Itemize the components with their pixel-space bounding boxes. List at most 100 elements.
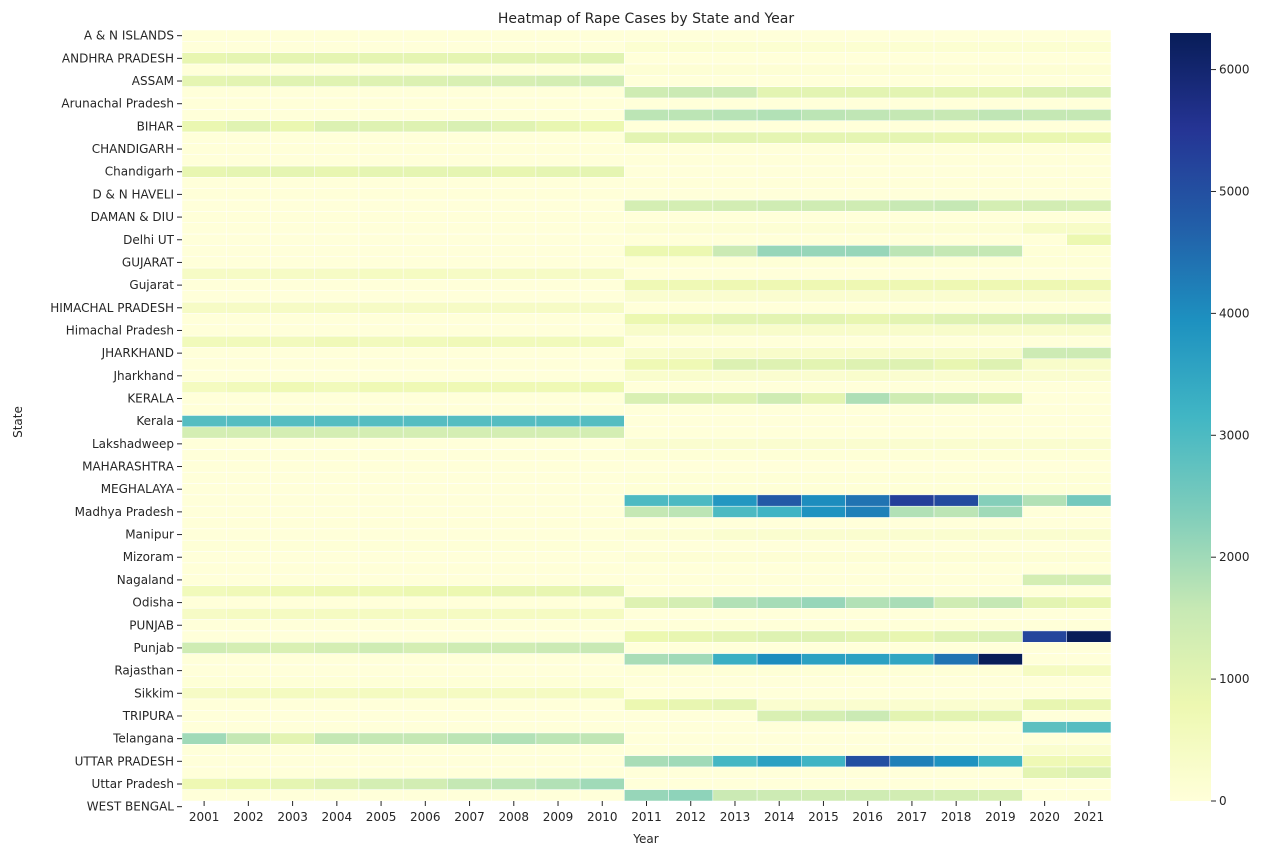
heatmap-cell (535, 755, 581, 768)
heatmap-cell (270, 267, 315, 280)
heatmap-cell (1022, 120, 1068, 133)
heatmap-cell (181, 562, 227, 575)
heatmap-cell (535, 426, 581, 439)
heatmap-cell (181, 676, 227, 688)
x-tick-label: 2011 (631, 810, 662, 824)
heatmap-cell (579, 505, 625, 518)
heatmap-cell (402, 369, 448, 382)
heatmap-cell (978, 358, 1023, 371)
heatmap-cell (358, 120, 404, 133)
heatmap-cell (1066, 585, 1112, 598)
heatmap-cell (579, 585, 625, 598)
heatmap-cell (535, 301, 581, 314)
heatmap-cell (579, 256, 625, 269)
heatmap-cell (491, 358, 537, 371)
heatmap-cell (535, 449, 581, 462)
heatmap-cell (447, 664, 492, 677)
heatmap-cell (889, 778, 935, 790)
heatmap-cell (889, 403, 935, 416)
heatmap-cell (225, 256, 271, 269)
heatmap-cell (801, 165, 846, 178)
heatmap-cell (712, 539, 758, 552)
heatmap-cell (579, 131, 625, 144)
heatmap-cell (1022, 721, 1068, 734)
heatmap-cell (624, 642, 669, 654)
heatmap-cell (402, 188, 448, 201)
heatmap-cell (756, 41, 802, 53)
heatmap-cell (270, 755, 315, 768)
heatmap-cell (1022, 596, 1068, 609)
heatmap-cell (579, 664, 625, 677)
heatmap-cell (579, 177, 625, 189)
heatmap-cell (624, 41, 669, 53)
heatmap-cell (668, 619, 714, 632)
heatmap-cell (225, 619, 271, 632)
heatmap-cell (447, 29, 492, 42)
heatmap-cell (1066, 97, 1112, 110)
y-tick-label: Sikkim (134, 686, 174, 700)
heatmap-cell (358, 52, 404, 65)
heatmap-cell (801, 630, 846, 643)
heatmap-cell (314, 222, 360, 235)
heatmap-cell (712, 143, 758, 155)
heatmap-cell (1066, 131, 1112, 144)
heatmap-cell (402, 619, 448, 632)
heatmap-cell (801, 347, 846, 360)
heatmap-cell (402, 721, 448, 734)
heatmap-cell (535, 596, 581, 609)
heatmap-cell (358, 41, 404, 53)
heatmap-cell (978, 562, 1023, 575)
heatmap-cell (624, 358, 669, 371)
heatmap-cell (845, 653, 891, 666)
heatmap-cell (358, 483, 404, 496)
heatmap-cell (579, 381, 625, 394)
colorbar-tick-label: 2000 (1219, 550, 1250, 564)
heatmap-cell (1066, 279, 1112, 292)
heatmap-cell (933, 585, 979, 598)
heatmap-cell (756, 608, 802, 620)
heatmap-cell (579, 75, 625, 87)
heatmap-cell (1022, 63, 1068, 76)
y-tick-label: ANDHRA PRADESH (62, 51, 174, 65)
heatmap-cell (491, 279, 537, 292)
heatmap-cell (314, 415, 360, 428)
heatmap-cell (889, 766, 935, 779)
heatmap-cell (491, 766, 537, 779)
heatmap-cell (535, 245, 581, 258)
heatmap-cell (889, 676, 935, 688)
heatmap-cell (181, 324, 227, 337)
heatmap-cell (624, 392, 669, 405)
heatmap-cell (181, 279, 227, 292)
heatmap-cell (978, 415, 1023, 428)
y-tick-label: MEGHALAYA (101, 482, 175, 496)
heatmap-cell (933, 449, 979, 462)
heatmap-cell (314, 245, 360, 258)
heatmap-cell (668, 97, 714, 110)
heatmap-cell (402, 415, 448, 428)
heatmap-cell (1022, 426, 1068, 439)
heatmap-cell (756, 778, 802, 790)
heatmap-cell (270, 120, 315, 133)
heatmap-cell (624, 505, 669, 518)
heatmap-cell (978, 449, 1023, 462)
heatmap-cell (756, 97, 802, 110)
heatmap-cell (1066, 381, 1112, 394)
heatmap-cell (402, 131, 448, 144)
heatmap-cell (1022, 109, 1068, 121)
heatmap-cell (535, 256, 581, 269)
heatmap-cell (314, 710, 360, 722)
heatmap-cell (845, 131, 891, 144)
heatmap-cell (270, 619, 315, 632)
heatmap-cell (535, 585, 581, 598)
heatmap-cell (579, 778, 625, 790)
heatmap-cell (225, 653, 271, 666)
heatmap-cell (402, 177, 448, 189)
heatmap-cell (270, 471, 315, 484)
heatmap-cell (756, 766, 802, 779)
heatmap-cell (447, 335, 492, 348)
heatmap-cell (712, 29, 758, 42)
heatmap-cell (181, 29, 227, 42)
heatmap-cell (579, 608, 625, 620)
heatmap-cell (889, 721, 935, 734)
heatmap-cell (358, 460, 404, 473)
